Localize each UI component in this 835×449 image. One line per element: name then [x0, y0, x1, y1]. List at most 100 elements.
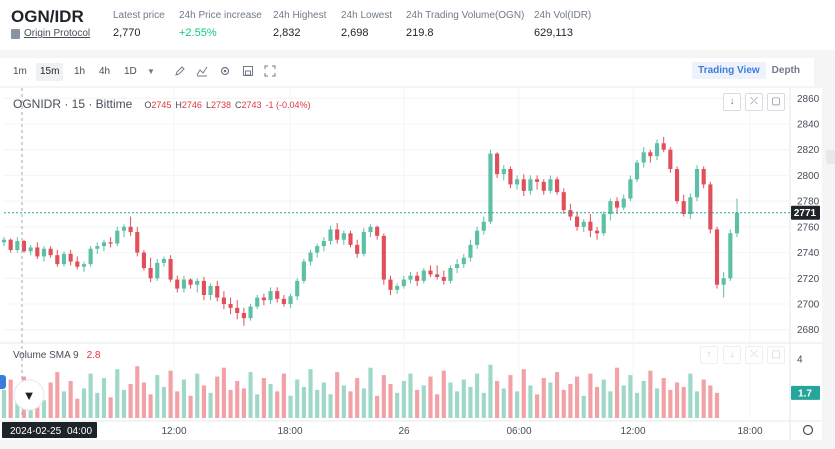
- candle-body: [694, 169, 700, 198]
- stat-label: 24h Vol(IDR): [534, 10, 592, 21]
- scrollbar-handle[interactable]: [826, 150, 835, 164]
- volume-bar: [121, 389, 127, 418]
- candle-body: [255, 297, 260, 307]
- volume-bar: [528, 385, 533, 418]
- volume-bar: [628, 375, 633, 418]
- interval-1m[interactable]: 1m: [13, 66, 27, 77]
- collapse-icon[interactable]: ⤫: [745, 93, 763, 111]
- interval-1h[interactable]: 1h: [74, 66, 86, 77]
- volume-bar: [548, 382, 553, 418]
- candle-body: [248, 306, 253, 319]
- maximize-icon[interactable]: ▢: [767, 93, 785, 111]
- candle-body: [734, 212, 740, 234]
- volume-bar: [175, 391, 180, 418]
- crosshair-time-bg: [2, 422, 97, 438]
- candle-body: [701, 169, 706, 185]
- candle-body: [415, 275, 420, 281]
- volume-bar: [328, 394, 333, 418]
- volume-bar: [455, 391, 460, 418]
- candle-body: [661, 143, 666, 150]
- volume-bar: [568, 383, 573, 418]
- volume-bar: [461, 379, 466, 418]
- document-icon: [11, 28, 20, 39]
- candle-body: [261, 297, 266, 301]
- tab-depth[interactable]: Depth: [771, 65, 800, 76]
- stat-price-increase: 24h Price increase +2.55%: [179, 10, 262, 39]
- arrow-down-icon[interactable]: ↓: [723, 346, 741, 364]
- volume-bar: [181, 379, 186, 418]
- candle-body: [521, 179, 526, 191]
- volume-bar: [495, 381, 500, 418]
- candle-body: [641, 152, 646, 163]
- candle-body: [68, 253, 73, 262]
- time-tick-label: 06:00: [506, 426, 531, 437]
- candle-body: [275, 291, 280, 299]
- pencil-icon[interactable]: [173, 65, 187, 79]
- price-tick-label: 2780: [797, 197, 820, 208]
- arrow-up-icon[interactable]: ↑: [700, 346, 718, 364]
- axes: 2680 2700 2720 2740 2760 2780 2800 2820 2840 2860…: [2, 88, 820, 438]
- coin-name-link[interactable]: Origin Protocol: [24, 28, 91, 39]
- candle-body: [115, 230, 120, 244]
- candle-body: [241, 313, 246, 319]
- candle-body: [75, 261, 80, 267]
- volume-bar: [441, 370, 446, 418]
- volume-bar: [115, 369, 120, 418]
- candle-body: [401, 279, 406, 286]
- volume-bar: [395, 392, 400, 418]
- candle-body: [108, 242, 113, 244]
- volume-bar: [95, 392, 100, 418]
- volume-bar: [561, 389, 566, 418]
- ohlc-low-value: 2738: [210, 100, 231, 110]
- candle-body: [475, 230, 480, 245]
- volume-bar: [614, 367, 620, 418]
- save-icon[interactable]: [241, 65, 255, 79]
- candle-body: [561, 192, 566, 211]
- volume-bar: [415, 389, 420, 418]
- candle-body: [501, 169, 506, 175]
- ohlc-open: O2745: [144, 100, 171, 110]
- candle-body: [201, 280, 206, 295]
- candlestick-chart[interactable]: 2680 2700 2720 2740 2760 2780 2800 2820 2840 2860…: [0, 88, 822, 440]
- collapse-icon[interactable]: ⤫: [745, 346, 763, 364]
- volume-bar: [101, 378, 107, 418]
- interval-4h[interactable]: 4h: [99, 66, 111, 77]
- candle-body: [728, 233, 733, 279]
- time-tick-label: 18:00: [277, 426, 302, 437]
- arrow-down-icon[interactable]: ↓: [723, 93, 741, 111]
- chart-panel[interactable]: 2680 2700 2720 2740 2760 2780 2800 2820 2840 2860…: [0, 88, 822, 440]
- ohlc-low: L2738: [206, 100, 231, 110]
- candle-body: [28, 247, 33, 252]
- candle-body: [448, 268, 453, 281]
- ohlc-low-label: L: [205, 100, 211, 110]
- candle-body: [708, 184, 713, 230]
- volume-legend-value: 2.8: [86, 350, 101, 361]
- volume-bar: [421, 385, 426, 418]
- pane-drag-handle[interactable]: [0, 375, 6, 389]
- tab-trading-view[interactable]: Trading View: [692, 62, 766, 79]
- volume-legend-label: Volume SMA 9: [13, 350, 79, 361]
- interval-1d[interactable]: 1D: [124, 66, 137, 77]
- gear-icon[interactable]: [218, 65, 232, 79]
- candle-body: [328, 229, 333, 241]
- volume-bar: [15, 397, 20, 418]
- maximize-icon[interactable]: ▢: [767, 346, 785, 364]
- interval-15m[interactable]: 15m: [36, 63, 64, 81]
- price-tick-label: 2680: [797, 325, 820, 336]
- price-tick-label: 2840: [797, 120, 820, 131]
- candle-body: [288, 296, 293, 304]
- volume-bar: [714, 392, 720, 418]
- fullscreen-icon[interactable]: [263, 65, 277, 79]
- chevron-down-icon[interactable]: ▼: [147, 67, 155, 76]
- volume-bar: [594, 386, 600, 418]
- indicator-icon[interactable]: [195, 65, 209, 79]
- ohlc-open-value: 2745: [151, 100, 172, 110]
- candle-body: [634, 162, 640, 180]
- candle-body: [321, 241, 326, 247]
- candle-body: [41, 248, 47, 257]
- stat-highest: 24h Highest 2,832: [273, 10, 326, 39]
- candle-body: [268, 291, 273, 301]
- candle-body: [508, 169, 513, 185]
- volume-bar: [201, 385, 206, 418]
